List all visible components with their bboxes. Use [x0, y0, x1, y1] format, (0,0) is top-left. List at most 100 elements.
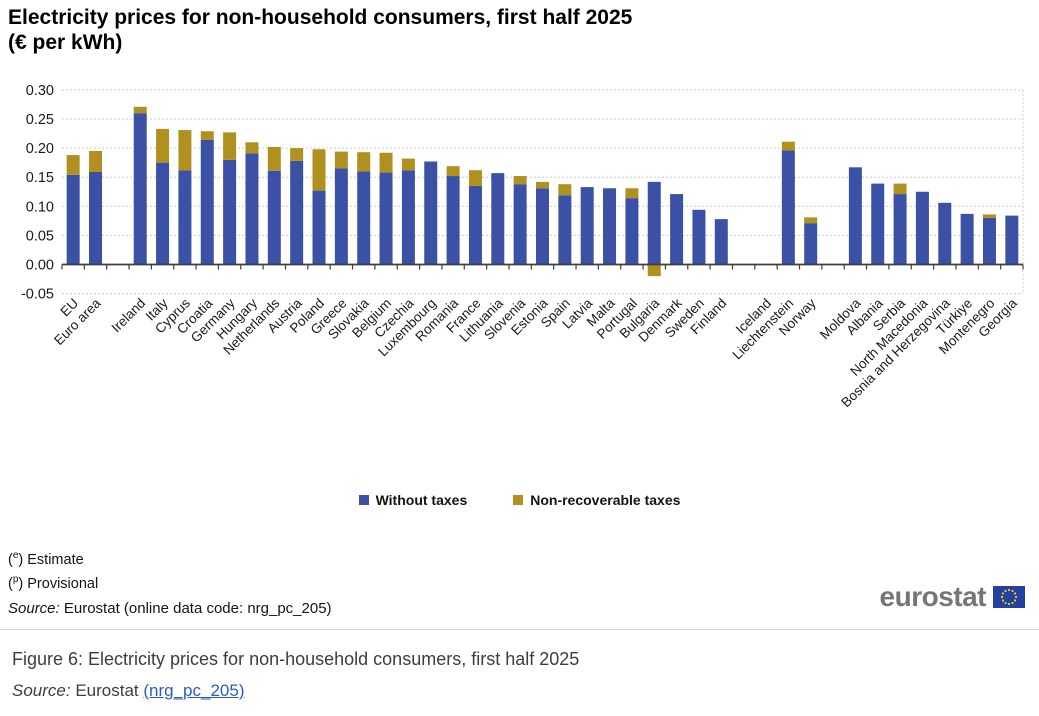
bar-without-taxes-Spain: [558, 195, 572, 265]
bar-non-recoverable-taxes-Germany: [223, 132, 237, 160]
legend-label-non-recoverable-taxes: Non-recoverable taxes: [530, 492, 681, 508]
bar-without-taxes-Belgium: [379, 172, 393, 265]
bar-without-taxes-Portugal: [625, 198, 639, 265]
caption-source-prefix: Source:: [12, 681, 71, 700]
bar-without-taxes-Netherlands: [267, 170, 281, 265]
y-axis-tick-label: 0.20: [26, 141, 54, 157]
bar-non-recoverable-taxes-Romania: [446, 166, 460, 177]
bar-without-taxes-Türkiye: [960, 213, 974, 265]
y-axis-tick-label: 0.15: [26, 170, 54, 186]
bar-non-recoverable-taxes-Spain: [558, 184, 572, 196]
bar-without-taxes-Poland: [312, 190, 326, 265]
bar-without-taxes-Romania: [446, 176, 460, 265]
footnote-estimate: (e) Estimate: [8, 550, 84, 568]
bar-without-taxes-Czechia: [401, 170, 415, 265]
bar-without-taxes-EU: [66, 174, 80, 265]
legend-item-without-taxes: Without taxes: [358, 492, 468, 508]
bar-non-recoverable-taxes-Italy: [156, 128, 170, 163]
bar-without-taxes-Bosnia and Herzegovina: [938, 202, 952, 265]
bar-without-taxes-Bulgaria: [647, 181, 661, 265]
caption-source-line: Source: Eurostat (nrg_pc_205): [12, 681, 1039, 701]
eurostat-logo-text: eurostat: [879, 581, 987, 612]
figure-container: 0.30 0.25 0.20 0.15 0.10 0.05 0.00 -0.05 EU Euro …: [0, 5, 1039, 617]
bar-without-taxes-Germany: [223, 159, 237, 265]
bar-non-recoverable-taxes-Poland: [312, 149, 326, 191]
bar-non-recoverable-taxes-Cyprus: [178, 130, 192, 171]
bar-non-recoverable-taxes-Belgium: [379, 152, 393, 173]
bar-non-recoverable-taxes-Norway: [804, 217, 818, 224]
footnote-provisional: (p) Provisional: [8, 573, 99, 592]
bar-non-recoverable-taxes-Greece: [334, 151, 348, 169]
bar-without-taxes-Estonia: [536, 188, 549, 265]
y-axis-tick-label: 0.00: [26, 258, 54, 274]
source-rest: Eurostat (online data code: nrg_pc_205): [59, 599, 332, 617]
bar-without-taxes-North Macedonia: [915, 191, 929, 265]
estimate-label: ) Estimate: [18, 551, 84, 568]
bar-without-taxes-Croatia: [200, 139, 214, 265]
bar-non-recoverable-taxes-Netherlands: [267, 146, 281, 171]
bar-without-taxes-Cyprus: [178, 170, 192, 265]
caption-source-text: Eurostat: [70, 681, 144, 700]
legend-item-non-recoverable-taxes: Non-recoverable taxes: [513, 492, 680, 508]
eurostat-logo: eurostat: [880, 583, 1025, 611]
legend-swatch-without-taxes: [358, 495, 369, 505]
bar-non-recoverable-taxes-Serbia: [893, 183, 907, 195]
bar-non-recoverable-taxes-Liechtenstein: [781, 141, 795, 151]
bar-non-recoverable-taxes-Croatia: [200, 131, 214, 140]
bar-non-recoverable-taxes-Slovakia: [357, 152, 371, 172]
bar-without-taxes-Hungary: [245, 153, 259, 265]
bar-without-taxes-Norway: [804, 223, 818, 265]
bar-without-taxes-Finland: [714, 219, 728, 265]
bar-without-taxes-Euro area: [89, 171, 103, 265]
bar-non-recoverable-taxes-Hungary: [245, 142, 259, 154]
bar-non-recoverable-taxes-Euro area: [89, 151, 103, 172]
bar-non-recoverable-taxes-Czechia: [401, 158, 415, 171]
y-axis-tick-label: 0.30: [26, 83, 54, 99]
bar-without-taxes-Malta: [603, 188, 617, 265]
bar-without-taxes-France: [468, 185, 482, 265]
bar-without-taxes-Slovakia: [357, 171, 371, 265]
bar-non-recoverable-taxes-Montenegro: [982, 214, 996, 218]
bar-without-taxes-Austria: [290, 160, 304, 265]
chart-title-line1: Electricity prices for non-household con…: [8, 6, 633, 29]
bar-without-taxes-Luxembourg: [424, 161, 438, 265]
bar-non-recoverable-taxes-France: [468, 170, 482, 186]
legend-swatch-non-recoverable-taxes: [513, 495, 524, 505]
bar-without-taxes-Liechtenstein: [781, 150, 795, 265]
y-axis-tick-label: 0.25: [26, 112, 54, 128]
chart-title-line2: (€ per kWh): [8, 31, 123, 54]
bar-without-taxes-Moldova: [848, 167, 862, 265]
provisional-marker: p: [12, 573, 19, 585]
bar-without-taxes-Ireland: [133, 113, 147, 265]
bar-without-taxes-Georgia: [1005, 215, 1019, 265]
footnote-source: Source: Eurostat (online data code: nrg_…: [8, 600, 332, 617]
estimate-marker: e: [12, 550, 19, 561]
bar-without-taxes-Lithuania: [491, 173, 505, 265]
bar-non-recoverable-taxes-Bulgaria: [647, 264, 661, 277]
x-label-Ireland: Ireland: [109, 296, 149, 336]
y-axis-tick-label: 0.05: [26, 228, 54, 244]
bar-without-taxes-Sweden: [692, 209, 706, 265]
bar-without-taxes-Serbia: [893, 194, 907, 265]
bar-without-taxes-Latvia: [580, 187, 594, 265]
bar-without-taxes-Greece: [334, 168, 348, 265]
bar-without-taxes-Italy: [156, 162, 170, 265]
bar-non-recoverable-taxes-Slovenia: [513, 176, 527, 185]
legend-label-without-taxes: Without taxes: [375, 492, 468, 508]
y-axis-tick-label: 0.10: [26, 199, 54, 215]
chart-title: Electricity prices for non-household con…: [8, 5, 632, 55]
source-prefix: Source:: [8, 599, 60, 617]
bar-without-taxes-Denmark: [670, 194, 684, 265]
caption-area: Figure 6: Electricity prices for non-hou…: [0, 629, 1039, 716]
y-axis-tick-label: -0.05: [21, 287, 54, 303]
caption-figure-title: Figure 6: Electricity prices for non-hou…: [12, 649, 580, 669]
bar-non-recoverable-taxes-Portugal: [625, 188, 639, 199]
eu-flag-icon: [993, 586, 1025, 608]
chart-legend: Without taxes Non-recoverable taxes: [0, 492, 1039, 508]
bar-non-recoverable-taxes-Ireland: [133, 106, 147, 114]
data-code-link[interactable]: (nrg_pc_205): [143, 681, 245, 700]
footnotes: (e) Estimate (p) Provisional Source: Eur…: [8, 546, 332, 617]
bar-without-taxes-Montenegro: [982, 217, 996, 265]
bar-non-recoverable-taxes-Austria: [290, 148, 304, 161]
provisional-label: ) Provisional: [18, 575, 99, 592]
